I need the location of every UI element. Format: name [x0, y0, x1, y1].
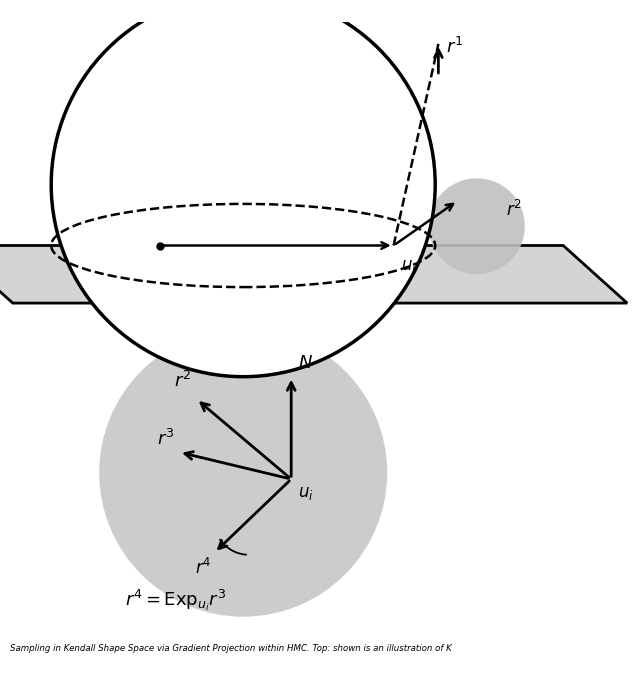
Circle shape	[429, 178, 525, 275]
Text: $r^4 = \mathrm{Exp}_{u_i} r^3$: $r^4 = \mathrm{Exp}_{u_i} r^3$	[125, 588, 226, 613]
Text: $r^2$: $r^2$	[174, 372, 191, 391]
Circle shape	[51, 0, 435, 377]
Text: $r^4$: $r^4$	[195, 558, 211, 578]
Text: $r^1$: $r^1$	[446, 37, 463, 57]
Text: $N$: $N$	[298, 354, 312, 372]
Text: Sampling in Kendall Shape Space via Gradient Projection within HMC. Top: shown i: Sampling in Kendall Shape Space via Grad…	[10, 644, 451, 653]
Polygon shape	[0, 245, 627, 303]
Text: $u_i$: $u_i$	[298, 484, 314, 502]
Text: $r^3$: $r^3$	[157, 429, 174, 449]
Text: $r^2$: $r^2$	[506, 200, 522, 221]
Text: $u_i$: $u_i$	[401, 257, 417, 275]
Circle shape	[99, 329, 387, 617]
